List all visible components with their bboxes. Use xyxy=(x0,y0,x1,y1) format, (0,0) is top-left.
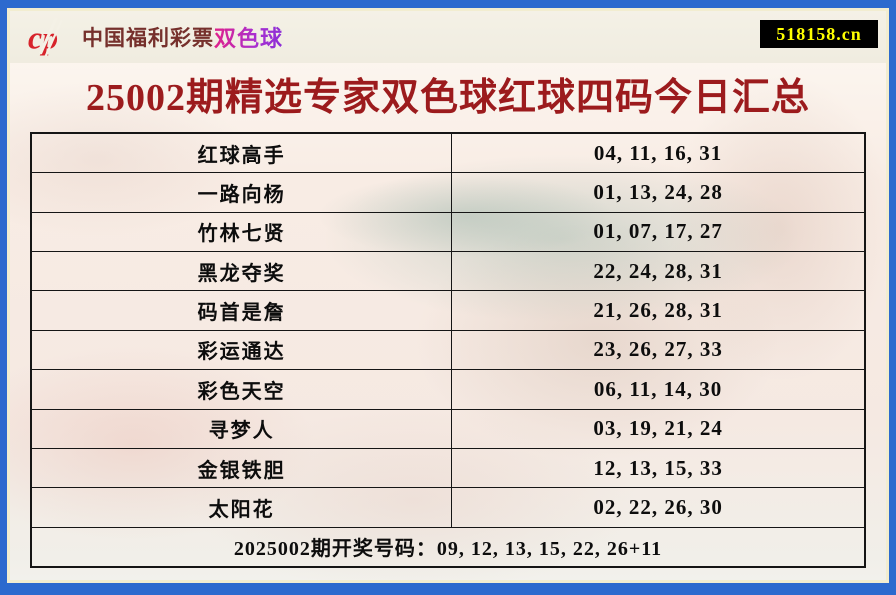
table-row: 彩色天空 06, 11, 14, 30 xyxy=(32,369,864,409)
page-title: 25002期精选专家双色球红球四码今日汇总 xyxy=(85,77,810,119)
background-painting xyxy=(10,11,886,580)
expert-name: 彩色天空 xyxy=(32,370,453,409)
expert-numbers: 01, 13, 24, 28 xyxy=(593,180,723,205)
expert-numbers: 21, 26, 28, 31 xyxy=(593,298,723,323)
expert-name: 彩运通达 xyxy=(32,330,453,370)
table-row: 金银铁胆 12, 13, 15, 33 xyxy=(32,447,864,488)
draw-result-row: 2025002期开奖号码：09, 12, 13, 15, 22, 26+11 xyxy=(32,526,864,566)
table-row: 一路向杨 01, 13, 24, 28 xyxy=(32,172,864,212)
expert-name: 一路向杨 xyxy=(32,173,453,212)
site-domain-badge[interactable]: 518158.cn xyxy=(760,20,878,48)
table-row: 彩运通达 23, 26, 27, 33 xyxy=(32,329,864,370)
logo-brand-text: 双色球 xyxy=(214,21,283,53)
expert-numbers: 02, 22, 26, 30 xyxy=(593,494,723,519)
expert-name: 寻梦人 xyxy=(32,409,453,448)
expert-name: 黑龙夺奖 xyxy=(32,252,453,291)
expert-numbers: 03, 19, 21, 24 xyxy=(593,416,723,441)
predictions-table: 红球高手 04, 11, 16, 31 一路向杨 01, 13, 24, 28 … xyxy=(30,132,866,568)
expert-name: 金银铁胆 xyxy=(32,448,453,488)
expert-numbers: 22, 24, 28, 31 xyxy=(593,258,723,283)
site-header: cp 中国福利彩票 双色球 518158.cn xyxy=(10,11,886,63)
table-row: 竹林七贤 01, 07, 17, 27 xyxy=(32,211,864,252)
table-row: 太阳花 02, 22, 26, 30 xyxy=(32,487,864,527)
table-row: 黑龙夺奖 22, 24, 28, 31 xyxy=(32,251,864,291)
table-row: 红球高手 04, 11, 16, 31 xyxy=(32,134,864,173)
expert-name: 红球高手 xyxy=(32,134,453,173)
expert-name: 竹林七贤 xyxy=(32,212,453,252)
expert-numbers: 12, 13, 15, 33 xyxy=(593,455,723,480)
expert-name: 太阳花 xyxy=(32,488,453,527)
page-inner-frame: cp 中国福利彩票 双色球 518158.cn 25002期精选专家双色球红球四… xyxy=(7,8,889,583)
expert-name: 码首是詹 xyxy=(32,291,453,330)
table-row: 码首是詹 21, 26, 28, 31 xyxy=(32,290,864,330)
expert-numbers: 01, 07, 17, 27 xyxy=(593,219,723,244)
expert-numbers: 04, 11, 16, 31 xyxy=(593,140,723,165)
logo-text: 中国福利彩票 xyxy=(82,27,214,50)
table-row: 寻梦人 03, 19, 21, 24 xyxy=(32,408,864,448)
expert-numbers: 06, 11, 14, 30 xyxy=(593,376,723,401)
china-welfare-lottery-logo-icon: cp xyxy=(28,17,63,57)
expert-numbers: 23, 26, 27, 33 xyxy=(593,337,723,362)
